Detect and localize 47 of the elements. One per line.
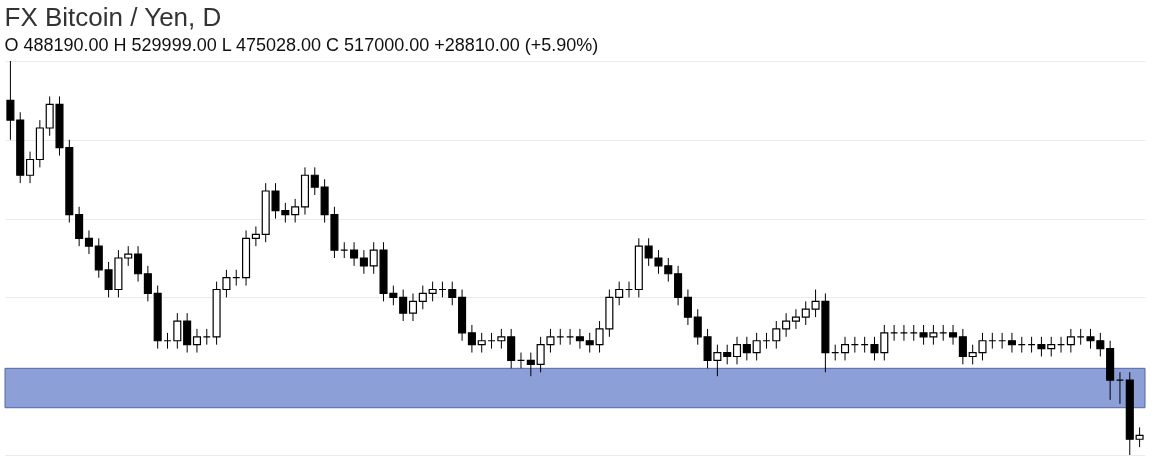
candlestick	[134, 245, 143, 283]
candlestick	[732, 336, 742, 365]
candlestick	[958, 328, 967, 365]
candlestick	[6, 60, 15, 141]
candlestick	[615, 281, 624, 306]
candlestick	[791, 308, 800, 330]
candlestick	[772, 320, 781, 350]
candlestick	[75, 206, 84, 247]
candlestick	[782, 312, 791, 338]
candlestick	[448, 281, 457, 306]
candlestick	[143, 265, 152, 302]
candlestick	[949, 324, 958, 346]
candlestick	[183, 312, 192, 354]
candlestick	[1047, 336, 1056, 357]
candlestick	[399, 289, 408, 322]
candlestick	[192, 328, 201, 354]
candlestick	[742, 336, 751, 361]
candlestick	[94, 237, 103, 279]
candlestick	[418, 285, 427, 310]
candlestick	[359, 249, 368, 275]
candlestick	[310, 166, 319, 196]
candlestick	[467, 324, 476, 354]
candlestick	[674, 265, 683, 306]
candlestick	[507, 328, 516, 369]
candlestick	[526, 352, 535, 377]
candlestick	[723, 344, 732, 365]
candlestick	[408, 292, 418, 322]
candlestick	[428, 281, 437, 302]
candlestick	[477, 332, 486, 354]
candlestick	[683, 289, 692, 326]
candlestick	[752, 332, 761, 361]
candlestick	[575, 328, 584, 350]
candlestick	[84, 229, 93, 255]
candlestick	[1037, 336, 1046, 357]
text: O 488190.00 H 529999.00 L 475028.00 C 517000.00 +28810.00 (+5.90%)	[4, 34, 599, 55]
candlestick	[350, 241, 359, 267]
candlestick	[251, 225, 260, 247]
candlestick	[497, 328, 506, 350]
candlestick	[124, 245, 133, 267]
candlestick	[173, 312, 182, 350]
candlestick	[1007, 332, 1016, 354]
candlestick	[1135, 426, 1144, 448]
candlestick	[840, 336, 850, 361]
candlestick	[291, 198, 300, 224]
chart-title: FX Bitcoin / Yen, D	[4, 1, 222, 32]
candlestick	[26, 151, 35, 184]
candlestick	[1066, 328, 1075, 354]
